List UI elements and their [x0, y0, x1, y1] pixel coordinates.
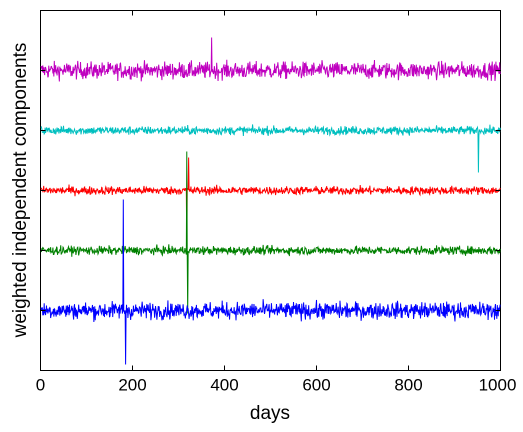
x-axis-label: days	[250, 403, 290, 424]
x-tick-label-2: 400	[210, 376, 238, 395]
series-line-2	[40, 124, 501, 173]
x-tick-label-0: 0	[36, 376, 45, 395]
x-tick-label-1: 200	[118, 376, 146, 395]
series-line-1	[40, 37, 501, 82]
x-tick-label-4: 800	[394, 376, 422, 395]
x-tick-label-3: 600	[302, 376, 330, 395]
series-line-5	[40, 199, 501, 365]
series-line-3	[40, 157, 501, 248]
series-layer	[40, 37, 501, 365]
y-axis-label: weighted independent components	[10, 43, 31, 339]
x-tick-label-5: 1000	[479, 376, 517, 395]
ticks-layer: 0 200 400 600 800 1000	[36, 10, 517, 395]
series-line-4	[40, 151, 501, 314]
